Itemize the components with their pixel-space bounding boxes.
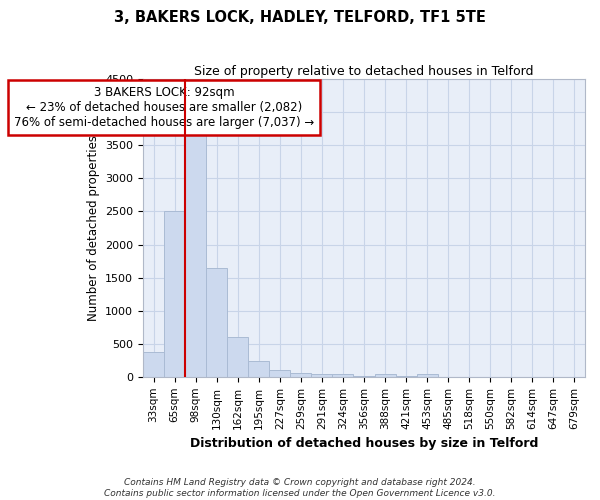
Y-axis label: Number of detached properties: Number of detached properties <box>86 135 100 321</box>
Bar <box>206 268 227 377</box>
Bar <box>311 374 332 377</box>
Bar <box>332 374 353 377</box>
Bar <box>353 376 374 377</box>
Bar <box>374 374 395 377</box>
X-axis label: Distribution of detached houses by size in Telford: Distribution of detached houses by size … <box>190 437 538 450</box>
Text: Contains HM Land Registry data © Crown copyright and database right 2024.
Contai: Contains HM Land Registry data © Crown c… <box>104 478 496 498</box>
Bar <box>248 361 269 377</box>
Bar <box>185 129 206 377</box>
Title: Size of property relative to detached houses in Telford: Size of property relative to detached ho… <box>194 65 534 78</box>
Bar <box>164 212 185 377</box>
Bar <box>290 373 311 377</box>
Bar <box>416 374 437 377</box>
Text: 3, BAKERS LOCK, HADLEY, TELFORD, TF1 5TE: 3, BAKERS LOCK, HADLEY, TELFORD, TF1 5TE <box>114 10 486 25</box>
Bar <box>227 337 248 377</box>
Text: 3 BAKERS LOCK: 92sqm
← 23% of detached houses are smaller (2,082)
76% of semi-de: 3 BAKERS LOCK: 92sqm ← 23% of detached h… <box>14 86 314 129</box>
Bar <box>143 352 164 377</box>
Bar <box>269 370 290 377</box>
Bar <box>395 376 416 377</box>
